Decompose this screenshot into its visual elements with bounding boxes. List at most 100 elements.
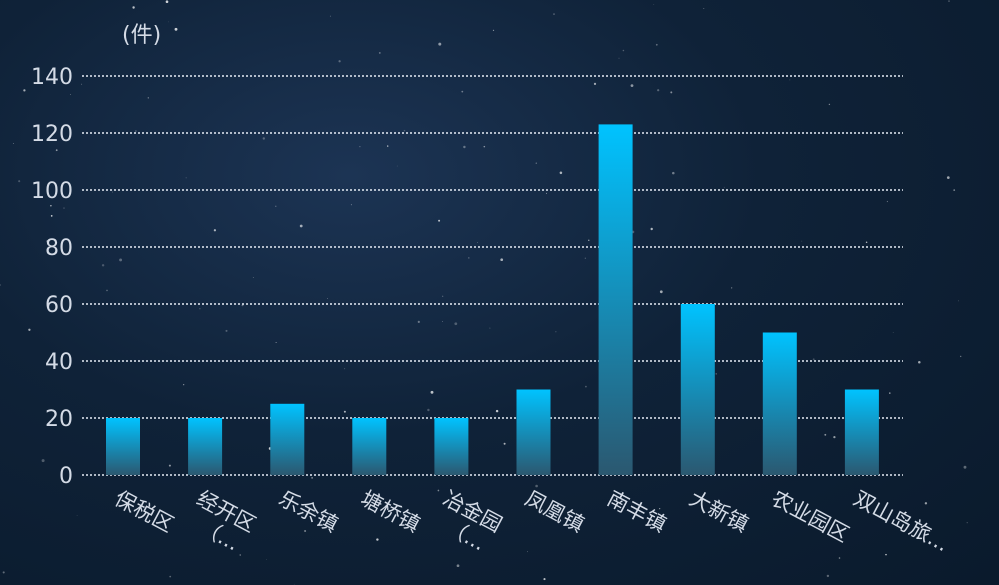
star-dot [723,186,725,188]
star-dot [948,0,950,2]
bars [106,124,879,476]
star-dot [731,287,733,289]
star-dot [454,509,457,512]
y-axis-unit-label: (件) [122,23,161,48]
x-category-label: 凤凰镇 [521,486,588,537]
star-dot [387,145,389,147]
star-dot [828,103,831,106]
star-dot [275,205,277,207]
bar-9 [762,332,797,475]
star-dot [132,6,135,9]
y-tick-label: 80 [45,236,73,261]
star-dot [213,229,217,232]
x-category-label: 冶金园（... [428,486,506,558]
star-dot [622,49,625,52]
star-dot [715,373,717,375]
bar-2 [188,418,223,475]
star-dot [442,321,444,322]
star-dot [892,332,894,333]
star-dot [966,522,968,524]
star-dot [438,42,442,46]
star-dot [2,571,5,574]
star-dot [801,240,803,242]
star-dot [417,320,420,324]
star-dot [262,137,265,140]
star-dot [403,129,406,132]
star-dot [555,331,557,333]
bar-7 [598,124,633,476]
star-dot [703,8,705,9]
star-dot [495,409,499,413]
star-dot [527,551,529,553]
star-dot [343,410,346,413]
y-tick-label: 140 [31,65,73,90]
star-dot [438,219,441,222]
star-dot [657,89,660,92]
star-dot [427,408,430,412]
star-dot [225,329,228,332]
star-dot [672,171,675,175]
star-dot [119,258,123,262]
star-dot [329,15,331,17]
star-dot [553,13,555,15]
star-dot [535,162,538,164]
star-dot [454,322,458,326]
star-dot [252,276,254,278]
y-tick-label: 100 [31,179,73,204]
star-dot [461,90,464,93]
star-dot [378,51,381,54]
star-dot [918,361,921,364]
y-tick-label: 40 [45,350,73,375]
star-dot [456,564,460,568]
star-dot [101,264,105,267]
bar-8 [680,304,715,475]
bar-6 [516,389,551,475]
star-dot [585,385,587,388]
star-dot [924,502,928,505]
x-category-label: 农业园区 [768,486,853,547]
star-dot [350,204,352,206]
star-dot [659,290,663,294]
star-dot [199,308,201,310]
star-dot [885,553,887,556]
star-dot [376,538,379,541]
star-dot [311,477,313,479]
star-dot [463,145,466,149]
star-dot [266,559,267,560]
star-dot [275,342,277,343]
star-dot [946,176,950,179]
star-dot [477,242,478,243]
bar-5 [434,418,469,475]
star-dot [670,91,673,94]
star-dot [70,94,71,95]
star-dot [963,465,967,469]
star-dot [889,392,891,394]
star-dot [0,284,1,286]
star-dot [886,200,889,203]
star-dot [824,433,827,436]
star-dot [237,516,240,519]
star-dot [106,289,108,292]
star-dot [183,384,185,386]
star-dot [12,143,14,144]
star-dot [653,4,655,5]
star-dot [28,328,31,331]
star-dot [960,355,962,358]
star-dot [593,82,597,86]
y-tick-label: 20 [45,407,73,432]
star-dot [588,239,590,241]
star-dot [655,43,658,46]
star-dot [468,257,470,259]
star-dot [448,504,451,507]
star-dot [503,442,506,445]
star-dot [147,97,149,99]
star-dot [174,27,178,31]
star-dot [789,79,791,81]
star-dot [241,304,244,307]
y-axis-ticks: 0 20 40 60 80 100 120 140 [31,65,73,489]
x-category-label: 大新镇 [685,486,752,537]
x-category-label: 双山岛旅... [850,486,953,556]
